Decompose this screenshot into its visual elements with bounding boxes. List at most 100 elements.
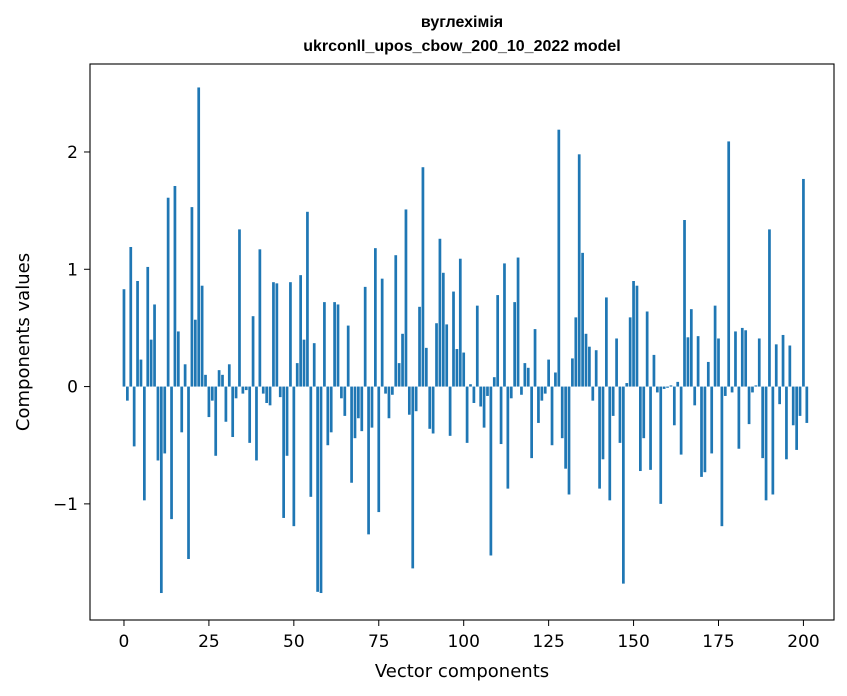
bar xyxy=(523,363,527,387)
bar xyxy=(149,339,153,387)
bar xyxy=(350,386,353,483)
bar xyxy=(268,386,272,406)
x-axis-label: Vector components xyxy=(375,661,549,682)
bar xyxy=(214,386,218,456)
bar xyxy=(319,386,323,594)
bar xyxy=(465,386,469,443)
bar xyxy=(326,386,330,446)
bar xyxy=(458,258,462,387)
bar xyxy=(360,386,364,432)
bar xyxy=(231,386,235,438)
bar xyxy=(706,361,710,387)
bar xyxy=(751,386,754,393)
bar xyxy=(516,257,520,387)
bar xyxy=(720,386,724,527)
bar xyxy=(312,343,316,387)
bar xyxy=(238,229,241,387)
bar xyxy=(703,386,707,473)
bar xyxy=(462,352,466,387)
bar xyxy=(747,386,751,425)
bar xyxy=(635,285,639,387)
bar xyxy=(713,305,717,387)
bar xyxy=(560,386,564,439)
bar xyxy=(374,248,377,387)
bar xyxy=(323,302,326,387)
bar xyxy=(265,386,269,403)
bar xyxy=(479,386,483,407)
bar xyxy=(700,386,703,477)
bar xyxy=(469,384,472,387)
bar xyxy=(428,386,432,429)
bar xyxy=(292,386,296,527)
bar xyxy=(550,386,554,446)
bar xyxy=(642,386,646,439)
bar xyxy=(204,374,207,387)
bar xyxy=(764,386,768,501)
bar xyxy=(126,386,129,401)
x-tick-label: 100 xyxy=(447,632,479,652)
bar xyxy=(217,370,221,387)
bar xyxy=(757,338,761,387)
bar xyxy=(489,386,493,556)
bar xyxy=(329,386,333,433)
bar xyxy=(173,185,177,387)
x-tick-label: 75 xyxy=(368,632,390,652)
bar xyxy=(567,386,571,495)
bar xyxy=(802,178,805,387)
bar xyxy=(156,386,160,461)
bar xyxy=(353,386,357,439)
bar xyxy=(122,289,126,387)
bar xyxy=(404,209,408,387)
bar xyxy=(309,386,313,497)
y-tick-label: −1 xyxy=(53,495,78,515)
bar xyxy=(153,304,156,387)
bar xyxy=(554,372,557,387)
bar xyxy=(778,386,781,405)
bar xyxy=(336,304,340,387)
x-tick-label: 125 xyxy=(532,632,564,652)
bar xyxy=(632,281,635,387)
x-tick-label: 0 xyxy=(119,632,130,652)
bar xyxy=(452,291,455,387)
bar xyxy=(424,347,428,387)
bar xyxy=(418,306,421,387)
bar xyxy=(639,386,642,472)
bar xyxy=(438,238,442,387)
bar xyxy=(761,386,765,459)
bar xyxy=(577,154,581,387)
bar xyxy=(659,386,663,504)
bar xyxy=(649,386,652,470)
bar xyxy=(771,386,775,495)
bar xyxy=(278,386,282,398)
bar xyxy=(601,386,605,460)
y-tick-label: 1 xyxy=(67,260,78,280)
bar xyxy=(611,386,615,416)
bar xyxy=(289,282,292,387)
bar xyxy=(492,377,496,387)
bar xyxy=(768,229,771,387)
bar xyxy=(384,386,387,394)
bar xyxy=(200,285,204,387)
bar xyxy=(357,386,360,419)
bar xyxy=(710,386,714,454)
bar xyxy=(136,281,139,387)
bar xyxy=(475,305,479,387)
bar xyxy=(333,302,336,387)
bar xyxy=(591,386,595,401)
bar xyxy=(295,363,299,387)
x-tick-label: 175 xyxy=(702,632,734,652)
bar xyxy=(391,386,394,395)
x-tick-label: 200 xyxy=(787,632,819,652)
bar xyxy=(520,386,523,395)
bar xyxy=(754,385,758,387)
bar xyxy=(547,359,550,387)
bar xyxy=(781,334,785,387)
bar xyxy=(166,197,170,387)
bar xyxy=(526,367,530,387)
bar xyxy=(564,386,567,469)
chart-title-line-1: вуглехімія xyxy=(421,14,503,31)
bar xyxy=(727,141,731,387)
bar xyxy=(129,246,133,387)
bar xyxy=(363,286,367,387)
